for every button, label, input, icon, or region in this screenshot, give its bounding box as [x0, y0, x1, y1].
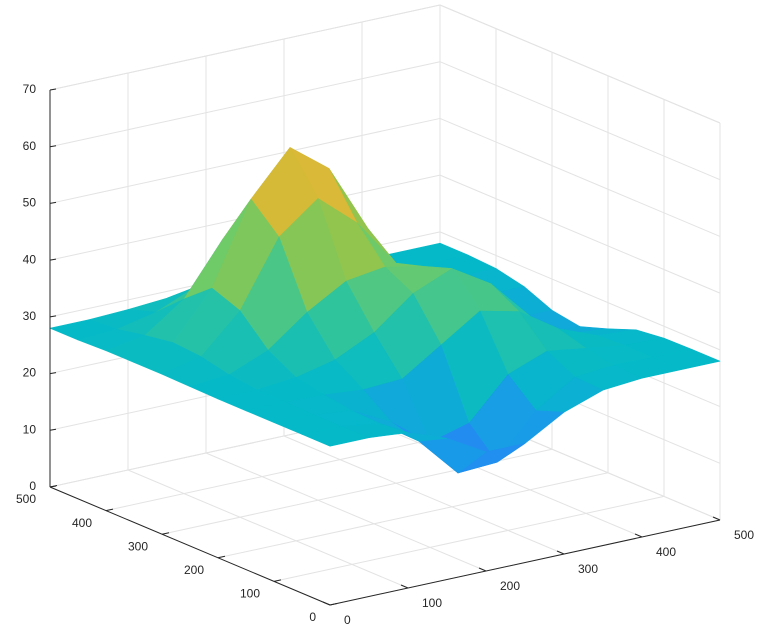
z-tick-label: 20 [23, 366, 37, 380]
y-tick-label: 500 [16, 492, 36, 506]
z-tick-label: 50 [23, 196, 37, 210]
grid-line [439, 117, 721, 237]
x-tick [556, 550, 565, 555]
y-tick [273, 579, 282, 582]
x-tick [634, 533, 643, 538]
x-tick [400, 584, 409, 589]
y-tick-label: 300 [128, 539, 148, 553]
y-axis-line [49, 486, 331, 606]
z-tick [49, 315, 57, 318]
z-tick [49, 428, 57, 431]
y-tick [49, 485, 58, 488]
y-tick-label: 400 [72, 516, 92, 530]
grid-line [49, 117, 441, 204]
grid-line [205, 452, 487, 572]
x-tick [322, 601, 331, 606]
grid-line [283, 435, 565, 555]
grid-line [217, 472, 609, 559]
y-tick-label: 0 [309, 610, 316, 624]
z-tick-label: 10 [23, 422, 37, 436]
grid-line [439, 231, 721, 351]
z-tick [49, 201, 57, 204]
z-tick-label: 40 [23, 252, 37, 266]
z-tick [49, 145, 57, 148]
x-tick-label: 0 [344, 613, 351, 627]
box-edge [439, 4, 721, 124]
x-axis-line [329, 519, 721, 606]
x-tick-label: 400 [656, 545, 676, 559]
y-tick [105, 508, 114, 512]
surface [49, 147, 721, 474]
y-tick-label: 100 [240, 587, 260, 601]
x-tick-label: 500 [734, 528, 754, 542]
z-tick [49, 372, 57, 375]
x-tick [712, 516, 721, 521]
grid-line [439, 174, 721, 294]
z-tick [49, 258, 57, 261]
surface-patch [301, 426, 370, 447]
grid-line [49, 61, 441, 148]
x-tick-label: 100 [422, 596, 442, 610]
z-tick-label: 0 [29, 479, 36, 493]
y-tick-label: 200 [184, 563, 204, 577]
y-tick [329, 603, 338, 606]
grid-line [361, 418, 643, 538]
grid-line [439, 61, 721, 181]
x-tick-label: 200 [500, 579, 520, 593]
x-tick-label: 300 [578, 562, 598, 576]
grid-line [273, 495, 665, 582]
x-tick [478, 567, 487, 572]
box-edge [49, 4, 441, 91]
y-tick [161, 532, 170, 535]
y-tick [217, 555, 226, 559]
z-tick [49, 88, 57, 91]
z-tick-label: 60 [23, 139, 37, 153]
grid-line [127, 469, 409, 589]
z-tick-label: 30 [23, 309, 37, 323]
axes-foreground: 0102030405060700100200300400500010020030… [16, 82, 754, 627]
z-tick-label: 70 [23, 82, 37, 96]
